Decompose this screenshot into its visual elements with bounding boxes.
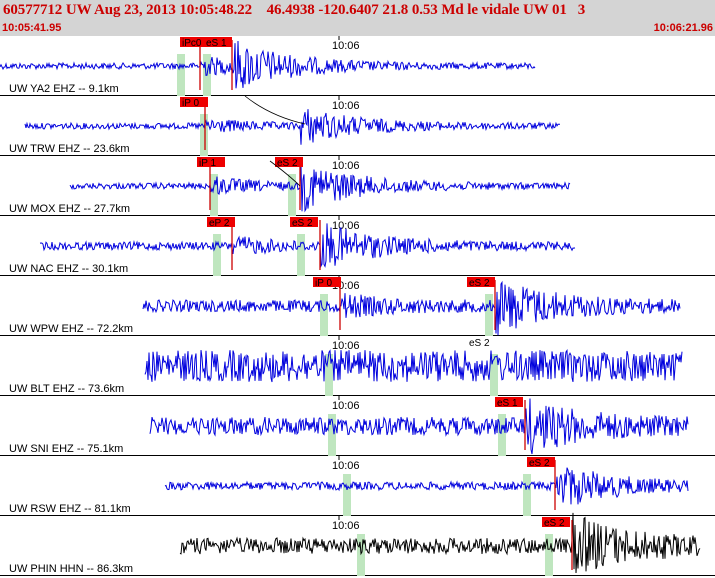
station-label: UW RSW EHZ -- 81.1km	[9, 503, 131, 515]
pick-label-box[interactable]	[180, 37, 208, 47]
pick-window	[343, 474, 351, 516]
station-label: UW PHIN HHN -- 86.3km	[9, 563, 133, 575]
station-label: UW YA2 EHZ -- 9.1km	[9, 83, 119, 95]
pick-window	[498, 414, 506, 456]
waveform-trace[interactable]	[149, 398, 689, 455]
station-panel[interactable]: 10:06 eS 2 UW BLT EHZ -- 73.6km	[0, 336, 715, 396]
time-tick-label: 10:06	[332, 100, 360, 112]
pick-window	[177, 54, 185, 96]
time-tick-label: 10:06	[332, 520, 360, 532]
station-panel[interactable]: 10:06 iPc0 eS 1 UW YA2 EHZ -- 9.1km	[0, 36, 715, 96]
station-panel[interactable]: 10:06 eS 1 UW SNI EHZ -- 75.1km	[0, 396, 715, 456]
station-panel[interactable]: 10:06 iP 1 eS 2 UW MOX EHZ -- 27.7km	[0, 156, 715, 216]
time-tick-label: 10:06	[332, 460, 360, 472]
waveform-trace[interactable]	[144, 349, 683, 383]
pick-window	[213, 234, 221, 276]
pick-label-box[interactable]	[207, 217, 235, 227]
station-label: UW WPW EHZ -- 72.2km	[9, 323, 133, 335]
pick-window	[328, 414, 336, 456]
pick-window	[485, 294, 493, 336]
waveform-trace[interactable]	[24, 109, 560, 145]
waveform-trace[interactable]	[39, 223, 576, 268]
station-panel[interactable]: 10:06 eP 2 eS 2 UW NAC EHZ -- 30.1km	[0, 216, 715, 276]
time-tick-label: 10:06	[332, 220, 360, 232]
pick-label[interactable]: eS 1	[206, 38, 227, 49]
pick-label-box[interactable]	[180, 97, 208, 107]
pick-window	[490, 354, 498, 396]
pick-label-box[interactable]	[313, 277, 341, 287]
pick-label[interactable]: eS 2	[469, 278, 490, 289]
time-tick-label: 10:06	[332, 40, 360, 52]
waveform-trace[interactable]	[142, 280, 681, 336]
station-label: UW MOX EHZ -- 27.7km	[9, 203, 130, 215]
pick-label[interactable]: eS 2	[469, 338, 490, 349]
pick-label-box[interactable]	[495, 397, 523, 407]
station-label: UW NAC EHZ -- 30.1km	[9, 263, 128, 275]
pick-label-box[interactable]	[542, 517, 570, 527]
waveform-trace[interactable]	[164, 467, 689, 505]
pick-window	[288, 174, 296, 216]
pick-window	[325, 354, 333, 396]
pick-label[interactable]: eP 2	[209, 218, 230, 229]
pick-label-box[interactable]	[467, 277, 495, 287]
pick-label-box[interactable]	[197, 157, 225, 167]
pick-window	[523, 474, 531, 516]
station-label: UW TRW EHZ -- 23.6km	[9, 143, 130, 155]
pick-label-box[interactable]	[275, 157, 303, 167]
pick-label-box[interactable]	[204, 37, 232, 47]
station-panel[interactable]: 10:06 eS 2 UW PHIN HHN -- 86.3km	[0, 512, 715, 576]
travel-time-curve	[244, 95, 306, 125]
time-tick-label: 10:06	[332, 160, 360, 172]
pick-window	[357, 534, 365, 576]
station-label: UW BLT EHZ -- 73.6km	[9, 383, 124, 395]
pick-window	[545, 534, 553, 576]
pick-window	[200, 114, 208, 156]
waveform-trace[interactable]	[179, 512, 701, 574]
pick-label[interactable]: eS 2	[292, 218, 313, 229]
travel-time-curve	[269, 160, 301, 187]
start-time: 10:05:41.95	[2, 22, 62, 34]
pick-label[interactable]: eS 2	[277, 158, 298, 169]
end-time: 10:06:21.96	[653, 22, 713, 34]
pick-label[interactable]: iP 0	[182, 98, 199, 109]
seismogram-plot[interactable]: 10:06 iPc0 eS 1 UW YA2 EHZ -- 9.1km 10:06 iP …	[0, 36, 715, 578]
pick-window	[210, 174, 218, 216]
pick-label[interactable]: iPc0	[182, 38, 202, 49]
pick-label-box[interactable]	[527, 457, 555, 467]
time-tick-label: 10:06	[332, 400, 360, 412]
waveform-trace[interactable]	[69, 163, 571, 213]
waveform-trace[interactable]	[0, 40, 536, 89]
pick-label[interactable]: eS 1	[497, 398, 518, 409]
pick-label[interactable]: iP 0	[315, 278, 332, 289]
pick-window	[320, 294, 328, 336]
station-panel[interactable]: 10:06 eS 2 UW RSW EHZ -- 81.1km	[0, 456, 715, 516]
station-panel[interactable]: 10:06 iP 0 UW TRW EHZ -- 23.6km	[0, 96, 715, 156]
pick-window	[297, 234, 305, 276]
event-header: 60577712 UW Aug 23, 2013 10:05:48.22 46.…	[0, 0, 715, 36]
pick-label-box[interactable]	[290, 217, 318, 227]
station-label: UW SNI EHZ -- 75.1km	[9, 443, 123, 455]
pick-label[interactable]: eS 2	[544, 518, 565, 529]
time-tick-label: 10:06	[332, 340, 360, 352]
event-title: 60577712 UW Aug 23, 2013 10:05:48.22 46.…	[3, 2, 586, 18]
pick-label[interactable]: iP 1	[199, 158, 216, 169]
pick-label[interactable]: eS 2	[529, 458, 550, 469]
